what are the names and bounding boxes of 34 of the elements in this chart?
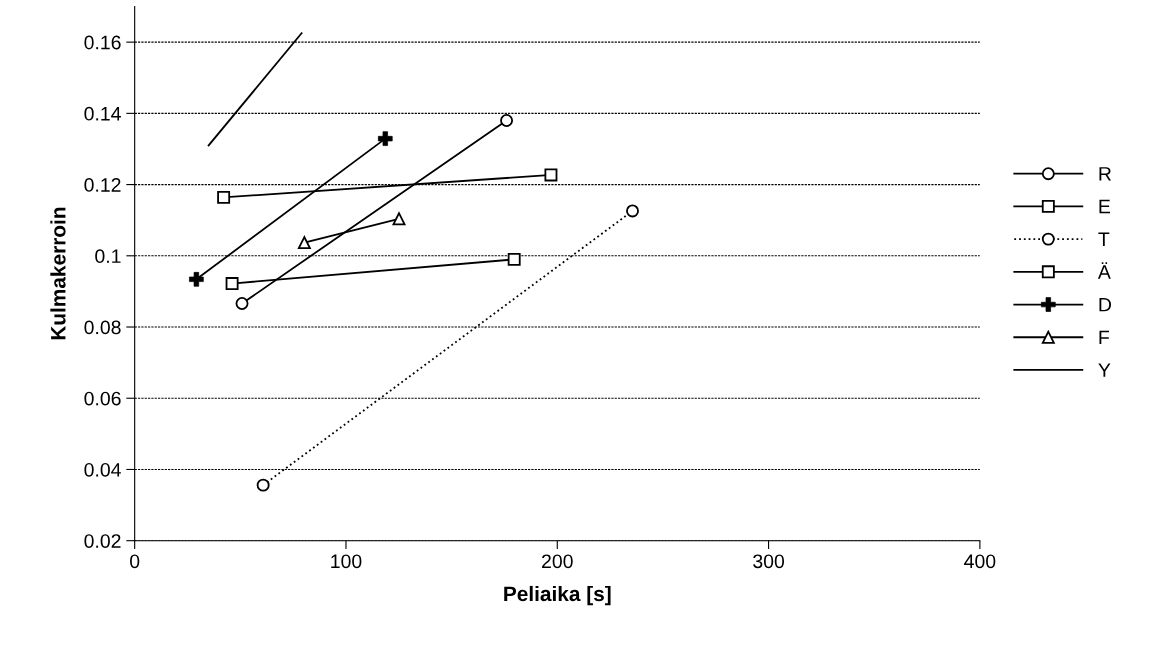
x-tick-label: 0: [130, 554, 140, 569]
point: [500, 114, 514, 127]
point: [225, 277, 239, 291]
point: [235, 297, 249, 310]
x-axis-title: Peliaika [s]: [504, 585, 611, 606]
x-tick-label: 200: [542, 554, 573, 569]
point: [217, 190, 231, 204]
y-tick-label: 0.12: [84, 178, 121, 192]
y-tick-label: 0.06: [84, 391, 121, 406]
point: [256, 478, 270, 492]
y-axis-title: Kulmakerroin: [50, 207, 66, 340]
point: [392, 212, 406, 226]
y-tick-label: 0.16: [84, 35, 121, 50]
legend-label: F: [1099, 330, 1109, 345]
y-tick-label: 0.1: [95, 249, 121, 264]
point: [297, 236, 311, 250]
x-tick-label: 300: [753, 554, 785, 569]
point: [544, 168, 558, 182]
legend-label: Ä: [1097, 262, 1111, 279]
legend-label: D: [1099, 297, 1112, 312]
point: [377, 131, 393, 146]
x-tick-label: 400: [964, 554, 996, 569]
y-tick-label: 0.14: [84, 106, 121, 121]
legend-label: T: [1098, 232, 1110, 246]
point: [626, 204, 639, 218]
legend-label: R: [1099, 167, 1112, 181]
x-tick-label: 100: [331, 554, 362, 569]
point: [189, 272, 204, 287]
legend-label: Y: [1098, 363, 1111, 377]
legend-label: E: [1099, 199, 1111, 214]
y-tick-label: 0.08: [84, 320, 121, 335]
y-tick-label: 0.04: [84, 462, 121, 477]
point: [507, 252, 521, 266]
y-tick-label: 0.02: [84, 534, 121, 548]
